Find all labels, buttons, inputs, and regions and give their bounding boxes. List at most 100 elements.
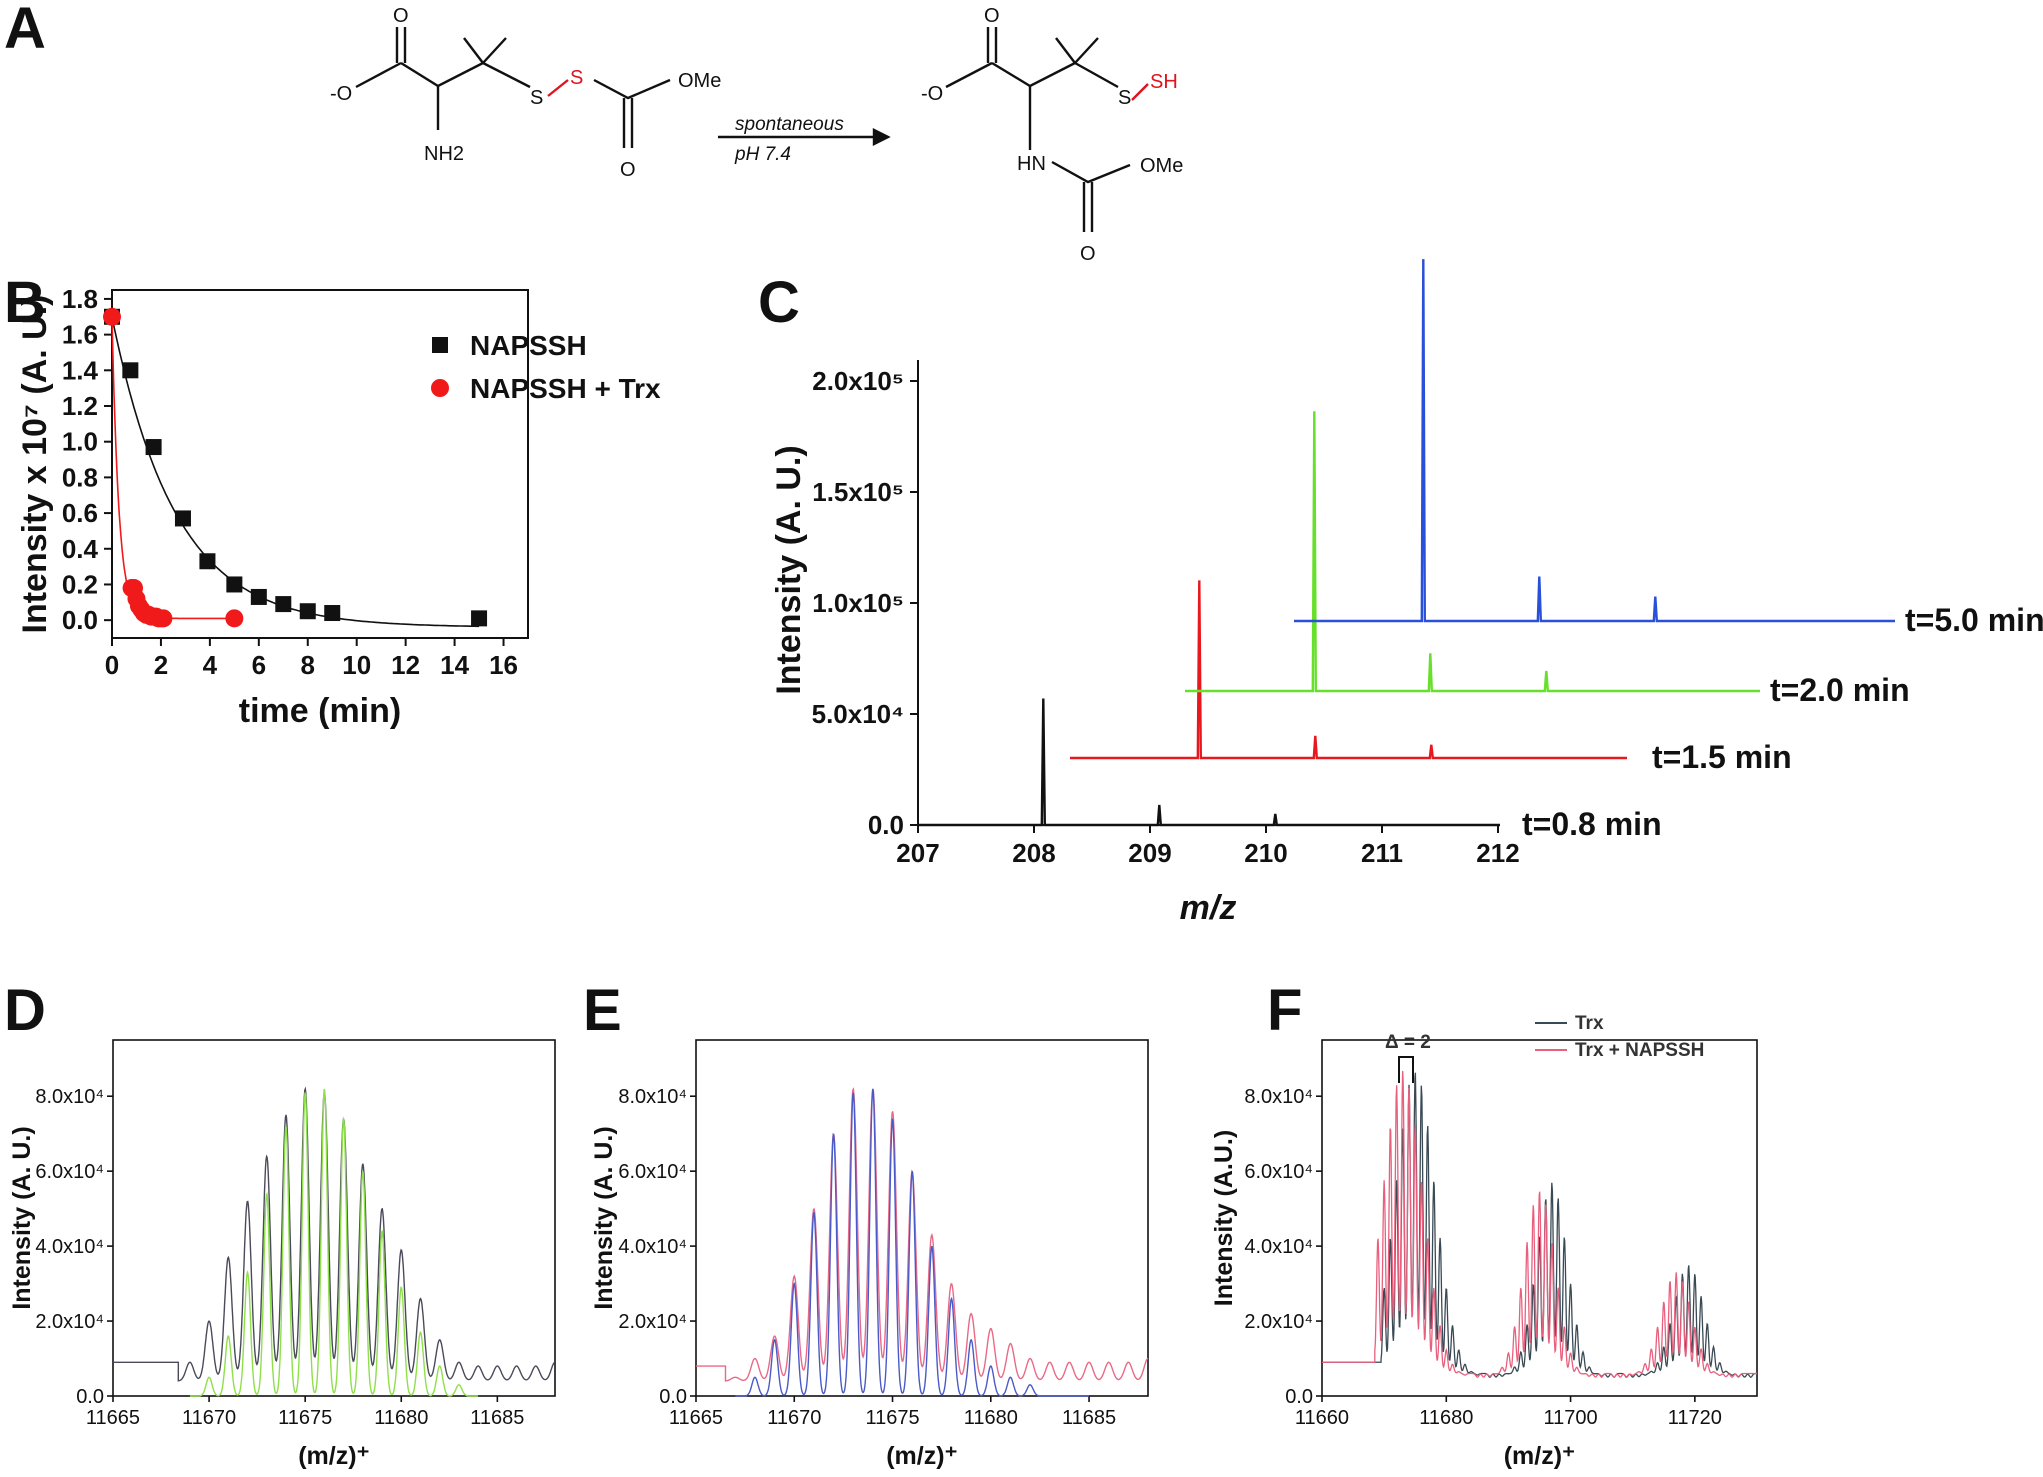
reaction-scheme [355,27,1149,232]
spectrum-trace-control [735,1088,1089,1397]
y-tick-label: 1.4 [62,355,99,385]
y-tick-label: 4.0x10⁴ [618,1236,687,1258]
spectrum-trace [1185,411,1760,693]
y-tick-label: 8.0x10⁴ [618,1086,687,1108]
x-tick-label: 11675 [865,1407,919,1429]
x-tick-label: 2 [154,650,168,680]
atom-s-highlight: S [570,67,583,89]
x-tick-label: 207 [896,838,939,868]
atom-s: S [530,87,543,109]
product-atom-sh: SH [1150,71,1178,93]
product-atom-ome: OMe [1140,155,1183,177]
spectrum-trace-treated [696,1087,1149,1382]
y-tick-label: 0.0 [868,810,904,840]
x-tick-label: 11685 [470,1407,524,1429]
y-tick-label: 1.0 [62,427,98,457]
x-axis-label: (m/z)⁺ [886,1442,958,1470]
chart-e: 11665 11670 11675 11680 11685 0.0 2.0x10⁴ 4.0x1… [590,1039,1149,1470]
plot-frame [111,289,529,639]
y-tick-label: 2.0x10⁴ [1244,1311,1313,1333]
legend-label-napssh: NAPSSH [470,330,587,361]
x-tick-label: 208 [1012,838,1055,868]
plot-frame [1321,1039,1758,1397]
x-tick-label: 11660 [1295,1407,1349,1429]
legend-label-trx-napssh: Trx + NAPSSH [1575,1040,1704,1061]
spectrum-trace [1322,1072,1757,1378]
x-tick-label: 211 [1361,838,1403,868]
x-tick-label: 11700 [1544,1407,1598,1429]
y-axis-label: Intensity x 10⁷ (A. U.) [16,295,54,634]
y-tick-label: 0.8 [62,462,98,492]
panel-label-d: D [4,978,46,1043]
data-point-napssh [199,553,216,570]
y-tick-label: 2.0x10⁵ [812,366,904,396]
data-point-napssh [145,439,162,456]
y-tick-label: 0.4 [62,534,99,564]
y-axis-label: Intensity (A. U.) [590,1126,618,1309]
chart-d: 11665 11670 11675 11680 11685 0.0 2.0x10⁴ 4.0x1… [8,1039,556,1470]
spectrum-trace-measured [113,1086,556,1382]
panel-label-e: E [583,978,622,1043]
y-tick-label: 8.0x10⁴ [1244,1086,1313,1108]
x-tick-label: 11665 [669,1407,723,1429]
condition-spontaneous: spontaneous [735,114,844,135]
spectrum-trace [1070,580,1627,760]
y-tick-label: 0.0 [76,1386,104,1408]
y-tick-label: 5.0x10⁴ [812,699,904,729]
y-tick-label: 0.6 [62,498,98,528]
trace-label: t=2.0 min [1770,672,1910,708]
y-tick-label: 1.5x10⁵ [812,477,904,507]
legend-label-trx: Trx [1575,1013,1604,1034]
chart-f: 11660 11680 11700 11720 0.0 2.0x10⁴ 4.0x10⁴ 6.0… [1210,1013,1758,1470]
y-tick-label: 4.0x10⁴ [1244,1236,1313,1258]
x-tick-label: 14 [440,650,469,680]
y-tick-label: 2.0x10⁴ [618,1311,687,1333]
x-tick-label: 16 [489,650,518,680]
y-axis-label: Intensity (A. U.) [770,445,808,694]
x-axis-label: time (min) [239,692,401,730]
spectrum-trace-simulated [189,1088,479,1397]
y-axis-label: Intensity (A. U.) [8,1126,36,1309]
y-tick-label: 1.6 [62,320,98,350]
x-tick-label: 8 [301,650,315,680]
data-point-napssh [250,588,267,605]
condition-ph: pH 7.4 [734,144,791,165]
atom-o: O [393,5,409,27]
y-tick-label: 2.0x10⁴ [35,1311,104,1333]
atom-o-carbonyl: O [620,159,636,181]
y-tick-label: 0.2 [62,569,98,599]
legend-marker-napssh [432,337,448,353]
data-point-napssh [275,596,292,613]
y-tick-label: 1.2 [62,391,98,421]
atom-nh2: NH2 [424,143,464,165]
y-tick-label: 0.0 [1285,1386,1313,1408]
trace-label: t=1.5 min [1652,739,1792,775]
x-tick-label: 11685 [1062,1407,1116,1429]
y-tick-label: 6.0x10⁴ [1244,1161,1313,1183]
x-tick-label: 11675 [278,1407,332,1429]
plot-frame [695,1039,1149,1397]
y-tick-label: 6.0x10⁴ [35,1161,104,1183]
data-point-napssh [299,603,316,620]
x-axis-label: m/z [1180,889,1237,927]
product-atom-carboxylate: -O [921,83,943,105]
x-tick-label: 212 [1476,838,1519,868]
panel-label-a: A [4,0,46,61]
x-tick-label: 11665 [86,1407,140,1429]
panel-label-c: C [758,270,800,335]
y-tick-label: 0.0 [659,1386,687,1408]
data-point-napssh [471,610,488,627]
panel-label-f: F [1267,978,1302,1043]
data-point-napssh [226,576,243,593]
product-atom-o: O [984,5,1000,27]
y-tick-label: 4.0x10⁴ [35,1236,104,1258]
x-tick-label: 0 [105,650,119,680]
x-tick-label: 4 [203,650,218,680]
x-tick-label: 11670 [767,1407,821,1429]
trace-label: t=0.8 min [1522,806,1662,842]
product-atom-hn: HN [1017,153,1046,175]
delta-bracket [1398,1056,1414,1083]
x-tick-label: 209 [1128,838,1171,868]
x-tick-label: 11680 [1419,1407,1473,1429]
